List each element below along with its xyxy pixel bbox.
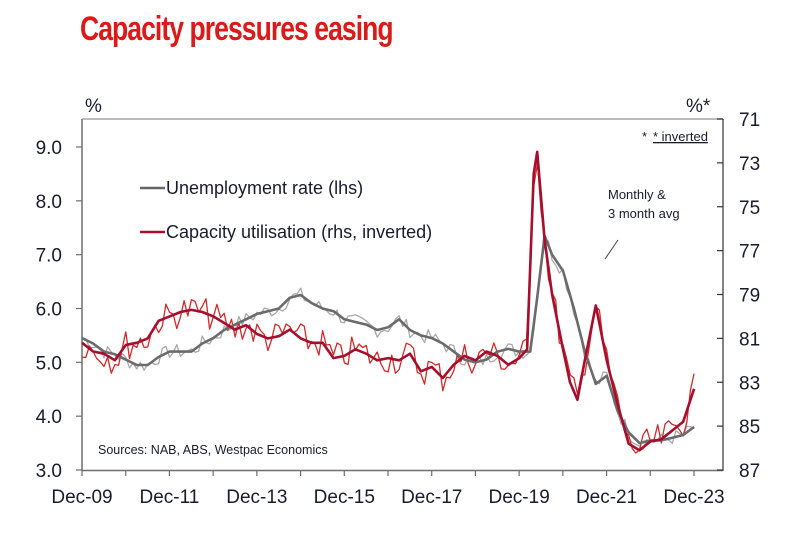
left-axis-ticks: 3.0 4.0 5.0 6.0 7.0 8.0 9.0	[36, 138, 82, 482]
x-tick-label: Dec-11	[140, 487, 200, 508]
plot-frame	[81, 118, 724, 472]
sources-note: Sources: NAB, ABS, Westpac Economics	[98, 443, 328, 457]
x-tick-label: Dec-13	[226, 487, 287, 508]
right-tick-label: 73	[739, 154, 760, 175]
x-tick-label: Dec-19	[489, 487, 550, 508]
unemployment-3mma-line	[81, 234, 695, 445]
legend: Unemployment rate (lhs) Capacity utilisa…	[140, 178, 432, 242]
left-tick-label: 7.0	[36, 246, 62, 267]
monthly-note-line1: Monthly &	[608, 187, 666, 202]
right-tick-label: 75	[739, 198, 760, 219]
legend-label-capacity: Capacity utilisation (rhs, inverted)	[166, 222, 432, 242]
right-tick-label: 81	[739, 329, 760, 350]
right-tick-label: 87	[739, 461, 760, 482]
left-tick-label: 5.0	[36, 353, 62, 374]
x-tick-label: Dec-15	[314, 487, 375, 508]
left-tick-label: 6.0	[36, 300, 62, 321]
legend-label-unemployment: Unemployment rate (lhs)	[166, 178, 363, 198]
left-tick-label: 9.0	[36, 138, 62, 159]
x-tick-label: Dec-17	[401, 487, 462, 508]
x-tick-label: Dec-23	[663, 487, 724, 508]
right-axis-unit: %*	[686, 96, 711, 117]
left-axis-unit: %	[85, 96, 102, 117]
inverted-note: * inverted	[653, 129, 708, 144]
right-tick-label: 83	[739, 373, 760, 394]
inverted-note-star: *	[642, 129, 647, 144]
x-tick-label: Dec-09	[51, 487, 112, 508]
left-tick-label: 4.0	[36, 407, 62, 428]
x-tick-label: Dec-21	[576, 487, 637, 508]
annotation-pointer	[604, 239, 619, 260]
left-tick-label: 8.0	[36, 192, 62, 213]
x-axis-ticks: Dec-09 Dec-11 Dec-13 Dec-15 Dec-17 Dec-19 Dec-…	[51, 470, 725, 508]
right-axis-ticks: 71 73 75 77 79 81 83 85 87	[717, 110, 760, 482]
series-layer	[81, 150, 696, 454]
capacity-3mma-line	[81, 150, 696, 452]
right-tick-label: 71	[739, 110, 760, 131]
chart-title: Capacity pressures easing	[80, 10, 394, 48]
right-tick-label: 79	[739, 286, 760, 307]
capacity-monthly-line	[82, 162, 695, 454]
right-tick-label: 85	[739, 417, 760, 438]
left-tick-label: 3.0	[36, 461, 62, 482]
monthly-note-line2: 3 month avg	[608, 206, 680, 221]
right-tick-label: 77	[739, 242, 760, 263]
